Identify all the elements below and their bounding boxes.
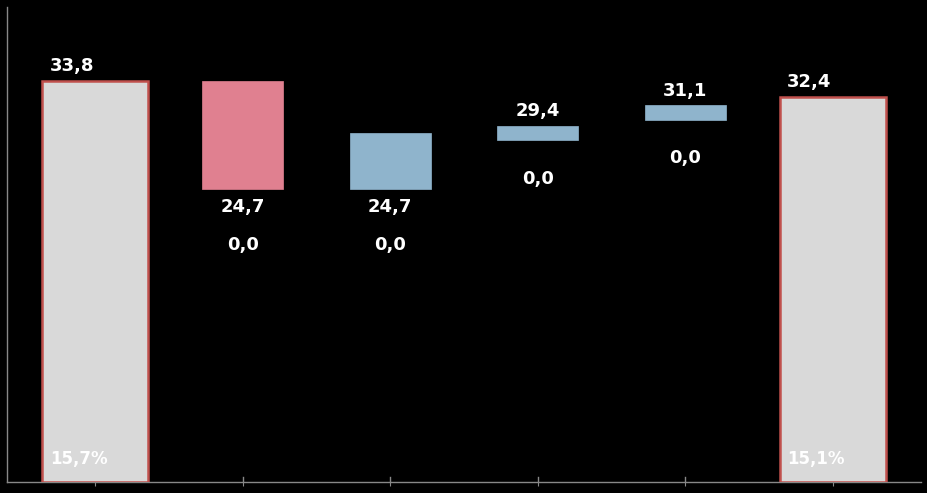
Bar — [349, 133, 430, 189]
Bar — [644, 106, 725, 120]
Bar — [779, 97, 884, 482]
Text: 29,4: 29,4 — [515, 102, 559, 120]
Text: 32,4: 32,4 — [786, 73, 831, 91]
Text: 31,1: 31,1 — [662, 81, 706, 100]
Text: 0,0: 0,0 — [227, 236, 259, 254]
Bar — [497, 126, 578, 140]
Text: 33,8: 33,8 — [50, 57, 95, 74]
Bar — [43, 80, 148, 482]
Bar — [202, 80, 283, 189]
Text: 24,7: 24,7 — [221, 198, 265, 216]
Text: 15,1%: 15,1% — [786, 450, 844, 468]
Text: 0,0: 0,0 — [374, 236, 406, 254]
Text: 15,7%: 15,7% — [50, 450, 108, 468]
Text: 24,7: 24,7 — [368, 198, 412, 216]
Text: 0,0: 0,0 — [521, 170, 553, 188]
Text: 0,0: 0,0 — [668, 149, 700, 168]
